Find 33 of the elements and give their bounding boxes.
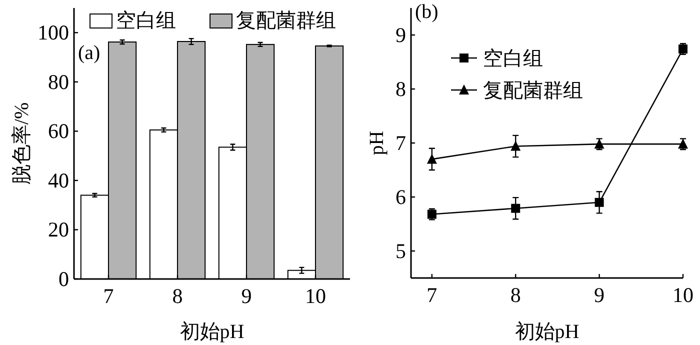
y-tick-label: 80 (48, 70, 69, 94)
x-tick-label: 7 (103, 284, 114, 308)
x-tick-label: 9 (594, 283, 605, 307)
y-tick-label: 8 (396, 77, 406, 101)
y-tick-label: 100 (38, 20, 69, 45)
y-axis-title: pH (366, 130, 388, 156)
x-tick-label: 8 (510, 283, 521, 307)
point (426, 154, 437, 164)
y-tick-label: 20 (48, 218, 69, 242)
y-tick-label: 60 (48, 119, 69, 144)
legend-label: 空白组 (483, 48, 543, 70)
x-tick-label: 10 (672, 283, 694, 307)
x-tick-label: 9 (241, 284, 252, 308)
y-tick-label: 9 (396, 23, 406, 47)
y-tick-label: 7 (396, 131, 406, 155)
annotation: (b) (415, 1, 438, 23)
y-tick-label: 5 (396, 239, 406, 263)
y-tick-label: 40 (48, 168, 69, 192)
point (511, 204, 520, 213)
legend-label: 复配菌群组 (236, 10, 336, 32)
x-tick-label: 8 (172, 284, 183, 308)
y-tick-label: 6 (396, 185, 406, 209)
x-axis-title: 初始pH (514, 321, 580, 343)
y-tick-label: 0 (58, 267, 69, 291)
x-tick-label: 7 (426, 283, 438, 307)
point (510, 140, 521, 151)
annotation: (a) (78, 42, 100, 64)
point (594, 198, 604, 207)
legend-label: 空白组 (116, 10, 176, 32)
x-tick-label: 10 (305, 284, 326, 308)
y-axis-title: 脱色率/% (11, 102, 33, 185)
x-axis-title: 初始pH (180, 321, 244, 343)
legend-label: 复配菌群组 (483, 80, 583, 102)
